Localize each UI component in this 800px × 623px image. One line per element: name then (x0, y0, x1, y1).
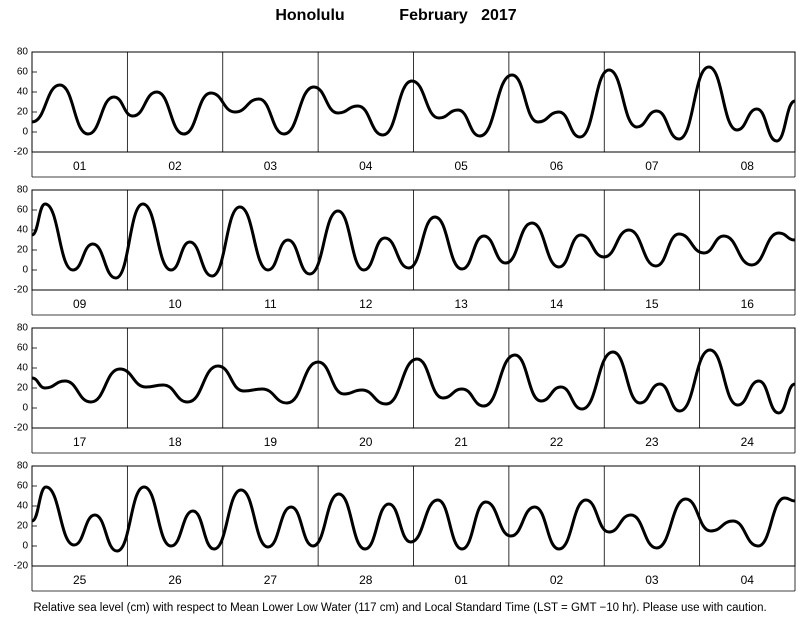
day-label: 22 (550, 435, 564, 449)
tide-line (32, 65, 795, 143)
y-tick-label: 60 (17, 343, 29, 354)
day-label: 01 (455, 573, 469, 587)
day-label: 02 (168, 159, 182, 173)
day-label: 09 (73, 297, 87, 311)
day-label: 11 (264, 297, 277, 311)
y-tick-label: 20 (17, 107, 29, 118)
day-label: 18 (168, 435, 182, 449)
title: Honolulu (275, 7, 344, 24)
day-label: 05 (455, 159, 469, 173)
y-tick-label: 20 (17, 383, 29, 394)
plot (32, 348, 795, 415)
y-tick-label: 80 (17, 323, 29, 334)
footnote: Relative sea level (cm) with respect to … (33, 602, 766, 614)
day-label: 25 (73, 573, 87, 587)
y-tick-label: 0 (22, 265, 28, 276)
day-label: 17 (73, 435, 87, 449)
day-label: 08 (741, 159, 755, 173)
y-tick-label: 40 (17, 87, 29, 98)
panel-frame (31, 327, 796, 429)
day-label: 21 (455, 435, 469, 449)
y-tick-label: 60 (17, 481, 29, 492)
day-label: 23 (645, 435, 659, 449)
day-label: 24 (741, 435, 755, 449)
period: February 2017 (399, 7, 517, 24)
day-label: 10 (168, 297, 182, 311)
tide-line (32, 202, 795, 280)
day-label: 15 (645, 297, 659, 311)
tide-line (32, 485, 795, 553)
y-tick-label: 20 (17, 245, 29, 256)
y-tick-label: 0 (22, 403, 28, 414)
day-label: 28 (359, 573, 373, 587)
y-tick-label: 0 (22, 127, 28, 138)
y-tick-label: 20 (17, 521, 29, 532)
day-label: 07 (645, 159, 659, 173)
day-label: 04 (359, 159, 373, 173)
y-tick-label: 60 (17, 205, 29, 216)
y-tick-label: 60 (17, 67, 29, 78)
y-tick-label: -20 (14, 147, 29, 158)
y-tick-label: 80 (17, 461, 29, 472)
day-label: 14 (550, 297, 564, 311)
y-tick-label: -20 (14, 561, 29, 572)
day-label: 26 (168, 573, 182, 587)
plot (32, 202, 795, 280)
day-label: 06 (550, 159, 564, 173)
tide-line (32, 348, 795, 415)
day-label: 20 (359, 435, 373, 449)
y-tick-label: 80 (17, 47, 29, 58)
y-tick-label: 0 (22, 541, 28, 552)
day-label: 03 (645, 573, 659, 587)
day-label: 19 (264, 435, 278, 449)
panel-frame (31, 51, 796, 153)
day-label: 16 (741, 297, 755, 311)
y-tick-label: 80 (17, 185, 29, 196)
y-tick-label: 40 (17, 225, 29, 236)
day-label: 01 (73, 159, 87, 173)
y-tick-label: 40 (17, 363, 29, 374)
panel-frame (31, 465, 796, 567)
plot (32, 65, 795, 143)
day-label: 27 (264, 573, 278, 587)
day-label: 03 (264, 159, 278, 173)
y-tick-label: -20 (14, 285, 29, 296)
day-label: 12 (359, 297, 373, 311)
day-label: 02 (550, 573, 564, 587)
day-label: 04 (741, 573, 755, 587)
y-tick-label: 40 (17, 501, 29, 512)
panel-frame (31, 189, 796, 291)
day-label: 13 (455, 297, 469, 311)
y-tick-label: -20 (14, 423, 29, 434)
plot (32, 485, 795, 553)
